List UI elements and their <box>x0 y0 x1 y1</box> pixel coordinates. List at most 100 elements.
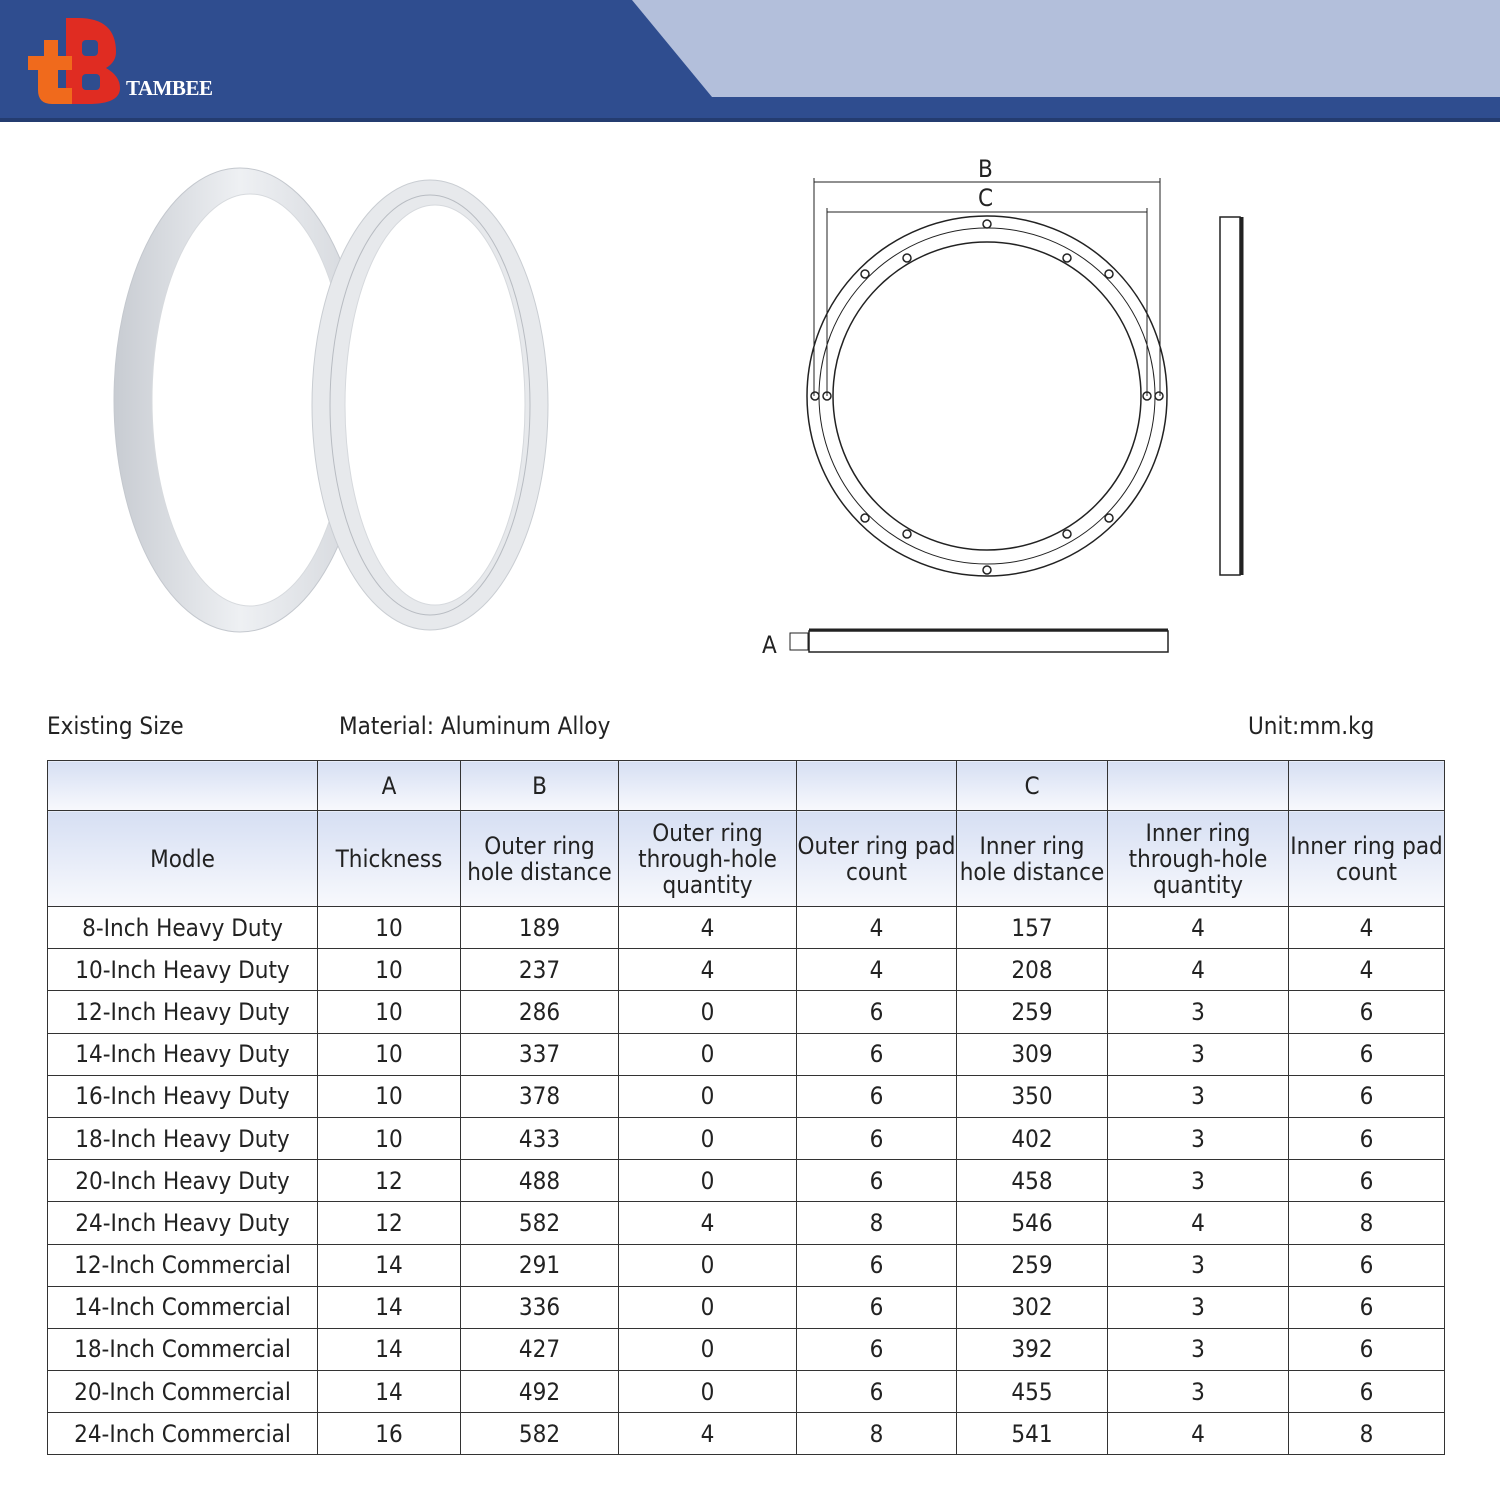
table-cell: 4 <box>796 905 957 950</box>
header-banner <box>0 0 1500 122</box>
group-header-cell <box>796 760 957 811</box>
table-cell: 3 <box>1107 1074 1289 1118</box>
table-cell: 6 <box>796 1243 957 1287</box>
table-cell: 8 <box>1288 1412 1445 1456</box>
table-cell: 8-Inch Heavy Duty <box>47 905 318 950</box>
table-cell: 4 <box>1288 905 1445 950</box>
table-cell: 10 <box>317 1074 461 1118</box>
table-cell: 336 <box>460 1285 619 1329</box>
group-header-cell <box>618 760 797 811</box>
table-cell: 3 <box>1107 1370 1289 1414</box>
table-cell: 402 <box>956 1116 1108 1161</box>
column-header: Outer ring hole distance <box>460 810 619 907</box>
table-cell: 350 <box>956 1074 1108 1118</box>
table-cell: 6 <box>796 990 957 1034</box>
table-cell: 0 <box>618 1285 797 1329</box>
table-cell: 8 <box>796 1201 957 1245</box>
table-row: 18-Inch Heavy Duty 10 433 0 6 402 3 6 <box>47 1116 1445 1161</box>
group-header-cell: A <box>317 760 461 811</box>
table-row: 14-Inch Commercial 14 336 0 6 302 3 6 <box>47 1285 1445 1329</box>
table-cell: 458 <box>956 1159 1108 1203</box>
table-cell: 3 <box>1107 1243 1289 1287</box>
table-cell: 582 <box>460 1201 619 1245</box>
column-header: Modle <box>47 810 318 907</box>
table-cell: 488 <box>460 1159 619 1203</box>
table-cell: 16 <box>317 1412 461 1456</box>
table-cell: 6 <box>796 1370 957 1414</box>
table-row: 10-Inch Heavy Duty 10 237 4 4 208 4 4 <box>47 948 1445 992</box>
table-cell: 6 <box>796 1074 957 1118</box>
product-photo <box>113 167 549 633</box>
table-cell: 6 <box>1288 1370 1445 1414</box>
table-cell: 0 <box>618 1370 797 1414</box>
table-cell: 10 <box>317 990 461 1034</box>
table-cell: 14-Inch Heavy Duty <box>47 1032 318 1076</box>
table-cell: 6 <box>1288 1285 1445 1329</box>
table-cell: 286 <box>460 990 619 1034</box>
table-cell: 0 <box>618 1032 797 1076</box>
table-row: 16-Inch Heavy Duty 10 378 0 6 350 3 6 <box>47 1074 1445 1118</box>
table-cell: 427 <box>460 1327 619 1372</box>
table-cell: 6 <box>796 1327 957 1372</box>
table-cell: 237 <box>460 948 619 992</box>
table-cell: 4 <box>618 1201 797 1245</box>
table-row: 12-Inch Heavy Duty 10 286 0 6 259 3 6 <box>47 990 1445 1034</box>
table-cell: 16-Inch Heavy Duty <box>47 1074 318 1118</box>
table-cell: 455 <box>956 1370 1108 1414</box>
table-cell: 6 <box>796 1116 957 1161</box>
table-cell: 4 <box>618 1412 797 1456</box>
brand-name: TAMBEE <box>126 76 213 100</box>
group-header-cell: C <box>956 760 1108 811</box>
column-header: Thickness <box>317 810 461 907</box>
table-cell: 6 <box>1288 1074 1445 1118</box>
table-cell: 12-Inch Commercial <box>47 1243 318 1287</box>
table-cell: 4 <box>1107 948 1289 992</box>
table-cell: 189 <box>460 905 619 950</box>
table-cell: 259 <box>956 1243 1108 1287</box>
table-cell: 10 <box>317 1116 461 1161</box>
table-cell: 10-Inch Heavy Duty <box>47 948 318 992</box>
table-cell: 12 <box>317 1159 461 1203</box>
table-cell: 0 <box>618 1159 797 1203</box>
table-cell: 24-Inch Heavy Duty <box>47 1201 318 1245</box>
table-cell: 4 <box>1107 1412 1289 1456</box>
table-cell: 541 <box>956 1412 1108 1456</box>
table-cell: 309 <box>956 1032 1108 1076</box>
table-cell: 259 <box>956 990 1108 1034</box>
table-cell: 302 <box>956 1285 1108 1329</box>
table-cell: 4 <box>618 948 797 992</box>
table-cell: 433 <box>460 1116 619 1161</box>
table-cell: 0 <box>618 1327 797 1372</box>
table-row: 14-Inch Heavy Duty 10 337 0 6 309 3 6 <box>47 1032 1445 1076</box>
column-header: Inner ring hole distance <box>956 810 1108 907</box>
table-cell: 378 <box>460 1074 619 1118</box>
table-cell: 24-Inch Commercial <box>47 1412 318 1456</box>
table-cell: 6 <box>796 1159 957 1203</box>
table-cell: 14 <box>317 1327 461 1372</box>
table-cell: 0 <box>618 1116 797 1161</box>
table-cell: 337 <box>460 1032 619 1076</box>
table-cell: 3 <box>1107 1032 1289 1076</box>
column-header: Inner ring through-hole quantity <box>1107 810 1289 907</box>
table-cell: 4 <box>618 905 797 950</box>
table-cell: 6 <box>1288 1327 1445 1372</box>
table-cell: 14 <box>317 1243 461 1287</box>
table-row: 24-Inch Heavy Duty 12 582 4 8 546 4 8 <box>47 1201 1445 1245</box>
group-header-cell <box>47 760 318 811</box>
header-row: Modle Thickness Outer ring hole distance Ou… <box>47 810 1445 907</box>
table-cell: 6 <box>796 1032 957 1076</box>
table-row: 20-Inch Commercial 14 492 0 6 455 3 6 <box>47 1370 1445 1414</box>
existing-size-label: Existing Size <box>47 712 184 740</box>
table-cell: 18-Inch Heavy Duty <box>47 1116 318 1161</box>
dim-label-c: C <box>978 184 993 212</box>
table-cell: 14-Inch Commercial <box>47 1285 318 1329</box>
table-cell: 6 <box>1288 1159 1445 1203</box>
table-cell: 18-Inch Commercial <box>47 1327 318 1372</box>
table-cell: 4 <box>1107 1201 1289 1245</box>
table-cell: 20-Inch Commercial <box>47 1370 318 1414</box>
table-row: 8-Inch Heavy Duty 10 189 4 4 157 4 4 <box>47 905 1445 950</box>
table-cell: 10 <box>317 905 461 950</box>
table-cell: 10 <box>317 1032 461 1076</box>
spec-table: A B C Modle Thickness Outer ring hole distanc… <box>47 760 1445 1456</box>
table-cell: 14 <box>317 1285 461 1329</box>
